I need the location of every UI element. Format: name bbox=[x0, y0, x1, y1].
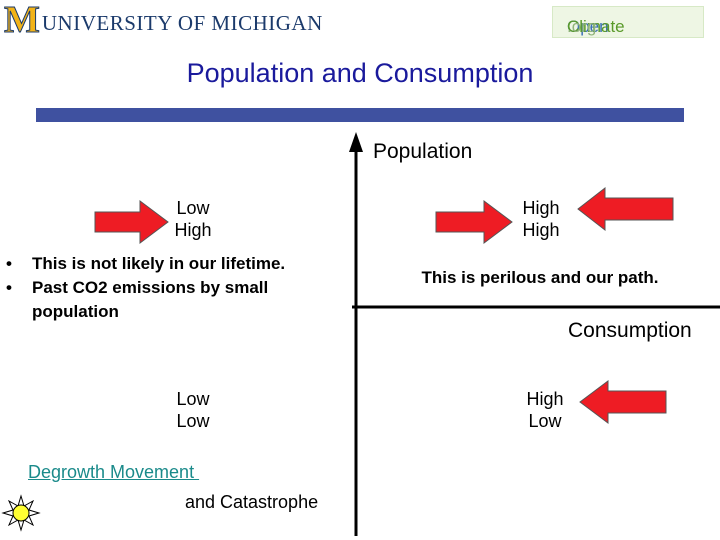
red-block-arrow-icon bbox=[435, 200, 513, 244]
quadrant-bottom-left-label: Low Low bbox=[163, 388, 223, 432]
x-axis-label: Consumption bbox=[568, 319, 692, 342]
consumption-level: High bbox=[522, 198, 560, 218]
arrow-top-left bbox=[94, 200, 169, 244]
y-axis-arrowhead bbox=[349, 132, 363, 152]
top-right-note: This is perilous and our path. bbox=[421, 268, 659, 287]
bullet-text: Past CO2 emissions by small population bbox=[32, 278, 269, 321]
sun-icon bbox=[1, 494, 41, 532]
arrow-top-right bbox=[577, 186, 674, 232]
degrowth-movement-link[interactable]: Degrowth Movement bbox=[28, 462, 200, 482]
population-level: Low bbox=[528, 411, 562, 431]
arrow-top-left-inner bbox=[435, 200, 513, 244]
slide-title: Population and Consumption bbox=[186, 58, 534, 88]
title-rule bbox=[36, 108, 684, 122]
um-block-m: M bbox=[4, 0, 41, 41]
quadrant-top-right-label: High High bbox=[511, 197, 571, 241]
university-of-michigan-logo: M UNIVERSITY OF MICHIGAN bbox=[4, 0, 323, 41]
um-wordmark: UNIVERSITY OF MICHIGAN bbox=[41, 10, 323, 35]
oc-org-text: .org bbox=[567, 17, 597, 36]
consumption-level: High bbox=[526, 389, 564, 409]
bullet-list: • This is not likely in our lifetime. • … bbox=[4, 252, 344, 324]
quadrant-bottom-right-label: High Low bbox=[515, 388, 575, 432]
arrow-bottom-right bbox=[579, 380, 667, 424]
quadrant-top-left-label: Low High bbox=[163, 197, 223, 241]
openclimate-logo: Open Climate .org bbox=[552, 6, 704, 38]
sun-core bbox=[12, 504, 30, 522]
population-level: High bbox=[522, 220, 560, 240]
bullet-marker: • bbox=[6, 254, 12, 273]
population-level: Low bbox=[176, 411, 210, 431]
bullet-item: • This is not likely in our lifetime. bbox=[4, 252, 344, 276]
oc-open-text: Open bbox=[567, 17, 609, 36]
red-block-arrow-icon bbox=[579, 380, 667, 424]
y-axis-label: Population bbox=[373, 140, 473, 163]
consumption-level: Low bbox=[176, 389, 210, 409]
bullet-text: This is not likely in our lifetime. bbox=[32, 254, 286, 273]
consumption-level: Low bbox=[176, 198, 210, 218]
oc-climate-text: Climate bbox=[567, 17, 625, 36]
red-block-arrow-icon bbox=[94, 200, 169, 244]
population-level: High bbox=[174, 220, 212, 240]
bullet-item: • Past CO2 emissions by small population bbox=[4, 276, 344, 324]
catastrophe-note: and Catastrophe bbox=[185, 492, 319, 512]
bullet-marker: • bbox=[6, 278, 12, 297]
red-block-arrow-icon bbox=[577, 186, 674, 232]
